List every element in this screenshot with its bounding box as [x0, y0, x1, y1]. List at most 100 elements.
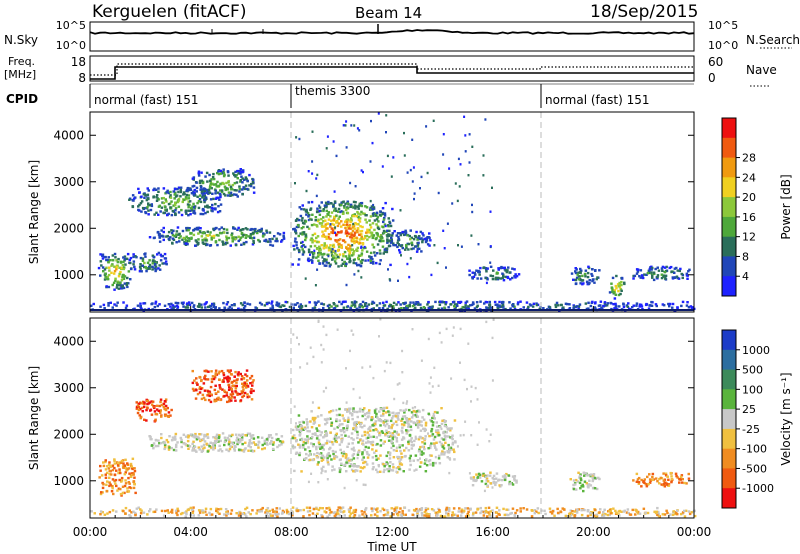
- power-cells-cell: [353, 305, 357, 308]
- power-cells-cell: [350, 205, 354, 209]
- power-cells-cell: [686, 274, 689, 277]
- power-cells-cell: [179, 195, 182, 198]
- vel-cells-cell: [379, 424, 382, 427]
- power-cells-cell: [612, 290, 615, 294]
- power-cells-cell: [133, 265, 136, 269]
- power-cells-cell: [119, 270, 122, 274]
- vel-cells-cell: [191, 435, 195, 438]
- vel-cells-cell: [291, 444, 294, 447]
- power-cells-cell: [330, 305, 333, 308]
- power-cells-cell: [340, 245, 343, 249]
- power-cells-cell: [307, 257, 310, 260]
- vel-cells-cell: [591, 479, 594, 483]
- power-cells-scatter: [489, 210, 492, 213]
- vel-cells-cell: [325, 454, 329, 458]
- power-cells-cell: [611, 276, 615, 280]
- vel-cells-cell: [393, 435, 397, 438]
- power-cells-cell: [154, 302, 157, 305]
- vel-cells-cell: [460, 508, 464, 511]
- power-cells-cell: [143, 265, 146, 269]
- vel-cells-cell: [354, 508, 358, 512]
- vel-cells-cell: [338, 514, 341, 517]
- vel-cells-cell: [581, 485, 585, 488]
- vel-cells-cell: [481, 474, 485, 477]
- vel-cells-cell: [365, 463, 369, 466]
- power-cells-cell: [608, 291, 612, 294]
- power-cells-cell: [256, 231, 259, 235]
- power-cells-cell: [443, 306, 446, 309]
- power-cells-cell: [261, 234, 265, 237]
- vel-cells-cell: [291, 506, 295, 509]
- vel-cells-cell: [578, 481, 582, 485]
- vel-cells-cell: [487, 511, 490, 514]
- vel-cells-scatter: [485, 320, 488, 324]
- vel-cells-cell: [258, 508, 262, 512]
- vel-cells-cell: [326, 515, 329, 518]
- power-cells-cell: [685, 304, 689, 307]
- vel-cells-cell: [250, 374, 254, 378]
- power-cells-cell: [214, 192, 217, 195]
- vel-cells-cell: [592, 473, 596, 476]
- vel-cells-cell: [416, 420, 419, 423]
- power-cells-cell: [578, 303, 582, 306]
- vel-cells-cell: [489, 482, 492, 485]
- power-cells-cell: [177, 199, 181, 202]
- power-cells-cell: [149, 265, 153, 268]
- vel-cells-cell: [229, 372, 233, 376]
- vel-cells-cell: [210, 393, 213, 396]
- vel-cells-cell: [660, 483, 663, 486]
- vel-cells-cell: [200, 379, 203, 382]
- power-cells-cell: [218, 198, 221, 201]
- vel-cells-cell: [218, 444, 221, 448]
- power-cells-cell: [176, 226, 180, 229]
- vel-cells-cell: [425, 512, 428, 515]
- vel-cells-cell: [249, 377, 252, 380]
- power-cells-cell: [336, 304, 339, 308]
- vel-cells-cell: [373, 409, 377, 412]
- vel-cells-cell: [245, 515, 248, 518]
- vel-cells-cell: [226, 375, 230, 379]
- vel-cells-cell: [393, 509, 396, 513]
- power-cells-cell: [333, 260, 337, 263]
- vel-cells-cell: [138, 414, 141, 417]
- power-cells-cell: [125, 282, 129, 285]
- vel-cells-cell: [328, 440, 332, 443]
- vel-cells-scatter: [448, 471, 451, 475]
- vel-cells-cell: [399, 462, 402, 465]
- cpid-label: CPID: [6, 92, 38, 106]
- vel-cells-cell: [113, 473, 117, 476]
- vel-cells-cell: [405, 429, 408, 432]
- vel-cells-cell: [418, 448, 421, 451]
- power-cells-cell: [417, 303, 420, 306]
- power-cells-cell: [192, 229, 195, 232]
- power-cells-cell: [348, 257, 352, 260]
- power-colorbar-swatch: [722, 276, 736, 297]
- power-cells-cell: [405, 306, 408, 309]
- power-cells-cell: [174, 201, 177, 204]
- vel-cells-cell: [393, 430, 396, 433]
- power-cells-cell: [424, 237, 428, 241]
- vel-cells-cell: [419, 445, 422, 449]
- vel-cells-cell: [116, 489, 119, 492]
- power-cells-cell: [355, 230, 359, 233]
- power-cells-scatter: [333, 190, 336, 193]
- power-cells-cell: [330, 211, 334, 214]
- power-cells-cell: [606, 302, 609, 305]
- vel-cells-cell: [514, 511, 517, 515]
- power-cells-cell: [620, 289, 623, 292]
- power-cells-cell: [394, 244, 397, 247]
- power-cells-cell: [144, 255, 147, 258]
- power-cells-cell: [314, 216, 318, 219]
- power-cells-cell: [117, 257, 120, 261]
- power-cells-cell: [383, 217, 386, 220]
- vel-cells-scatter: [385, 361, 388, 364]
- vel-cells-cell: [343, 419, 346, 422]
- power-cells-cell: [649, 268, 653, 271]
- vel-cells-cell: [443, 420, 447, 424]
- power-cells-cell: [178, 240, 181, 243]
- vel-cells-cell: [270, 440, 273, 443]
- power-cells-cell: [352, 251, 355, 255]
- power-cells-scatter: [352, 259, 355, 262]
- vel-cells-cell: [206, 443, 209, 446]
- vel-cells-cell: [180, 445, 183, 449]
